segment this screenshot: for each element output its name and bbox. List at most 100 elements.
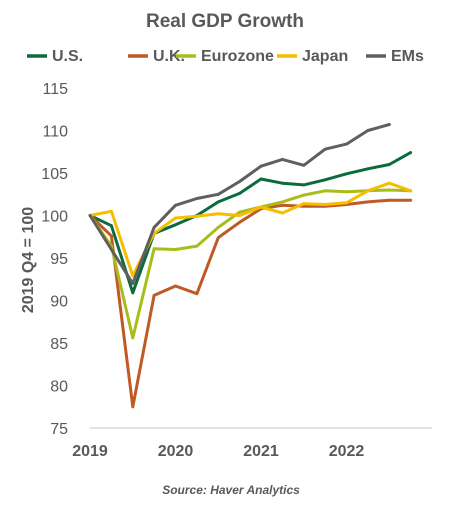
data-point (152, 294, 156, 297)
legend-label: Japan (302, 48, 348, 65)
data-point (345, 172, 348, 176)
data-point (302, 183, 306, 187)
chart-title: Real GDP Growth (146, 11, 304, 32)
legend-item: Eurozone (176, 48, 274, 65)
data-point (216, 236, 220, 240)
data-point (281, 211, 284, 215)
data-point (238, 214, 242, 217)
data-point (281, 181, 284, 185)
x-axis-ticks: 2019 2020 2021 2022 (72, 443, 364, 460)
data-point (345, 190, 348, 194)
data-point (259, 164, 263, 168)
y-tick-label: 75 (50, 421, 68, 438)
data-point (216, 212, 220, 216)
data-point (409, 151, 412, 155)
data-point (259, 177, 263, 181)
y-axis-title: 2019 Q4 = 100 (20, 207, 37, 313)
data-point (110, 224, 113, 228)
data-point (345, 201, 348, 205)
data-point (110, 234, 113, 238)
series-lines (88, 123, 413, 409)
data-point (195, 292, 199, 296)
data-point (366, 189, 370, 193)
data-point (238, 220, 242, 224)
series-u-k (88, 198, 413, 409)
data-point (387, 181, 391, 185)
data-point (259, 205, 263, 209)
legend-item: U.S. (27, 48, 83, 65)
data-point (387, 163, 391, 166)
y-tick-label: 85 (50, 336, 68, 353)
y-tick-label: 95 (50, 251, 68, 268)
source-note: Source: Haver Analytics (162, 483, 300, 497)
data-point (174, 223, 177, 227)
series-line (88, 181, 413, 278)
legend-item: EMs (366, 48, 424, 65)
data-point (131, 282, 135, 285)
data-point (131, 291, 135, 295)
data-point (409, 198, 412, 202)
data-point (345, 142, 348, 146)
series-japan (88, 181, 413, 278)
y-tick-label: 90 (50, 294, 68, 311)
data-point (281, 203, 284, 207)
data-point (238, 180, 242, 183)
data-point (302, 163, 306, 167)
legend-item: U.K. (128, 48, 185, 65)
y-axis-ticks: 75 80 85 90 95 100 105 110 115 (41, 81, 68, 438)
data-point (110, 248, 113, 251)
data-point (216, 200, 220, 204)
data-point (409, 189, 412, 193)
data-point (195, 244, 199, 248)
data-point (195, 214, 199, 218)
data-point (281, 200, 284, 204)
series-line (88, 198, 413, 409)
data-point (174, 284, 177, 288)
data-point (216, 226, 220, 229)
data-point (323, 178, 327, 182)
series-ems (88, 123, 391, 285)
data-point (281, 158, 284, 161)
data-point (216, 192, 220, 196)
data-point (152, 247, 156, 251)
y-tick-label: 110 (42, 124, 68, 141)
data-point (131, 274, 135, 278)
data-point (302, 202, 306, 206)
series-line (88, 188, 413, 340)
series-line (88, 151, 413, 295)
data-point (387, 123, 391, 126)
data-point (323, 147, 327, 151)
data-point (174, 216, 177, 220)
x-tick-label: 2020 (158, 443, 194, 460)
legend-label: Eurozone (201, 48, 274, 65)
data-point (302, 193, 306, 197)
x-tick-label: 2019 (72, 443, 108, 460)
data-point (131, 336, 135, 340)
data-point (387, 198, 391, 202)
data-point (366, 129, 370, 132)
legend-label: U.S. (52, 48, 83, 65)
data-point (323, 203, 327, 206)
data-point (88, 214, 92, 217)
data-point (238, 210, 242, 214)
x-tick-label: 2022 (329, 443, 365, 460)
y-tick-label: 115 (42, 81, 68, 98)
data-point (366, 167, 370, 171)
legend-label: EMs (391, 48, 424, 65)
data-point (366, 200, 370, 204)
y-tick-label: 100 (41, 209, 68, 226)
data-point (174, 203, 177, 207)
data-point (387, 188, 391, 192)
legend-item: Japan (277, 48, 348, 65)
x-tick-label: 2021 (243, 443, 279, 460)
y-tick-label: 105 (41, 166, 68, 183)
data-point (174, 248, 177, 251)
y-tick-label: 80 (50, 379, 68, 396)
legend-label: U.K. (153, 48, 185, 65)
data-point (238, 192, 242, 195)
legend: U.S. U.K. Eurozone Japan EMs (27, 48, 424, 65)
data-point (131, 405, 135, 409)
data-point (152, 226, 156, 229)
